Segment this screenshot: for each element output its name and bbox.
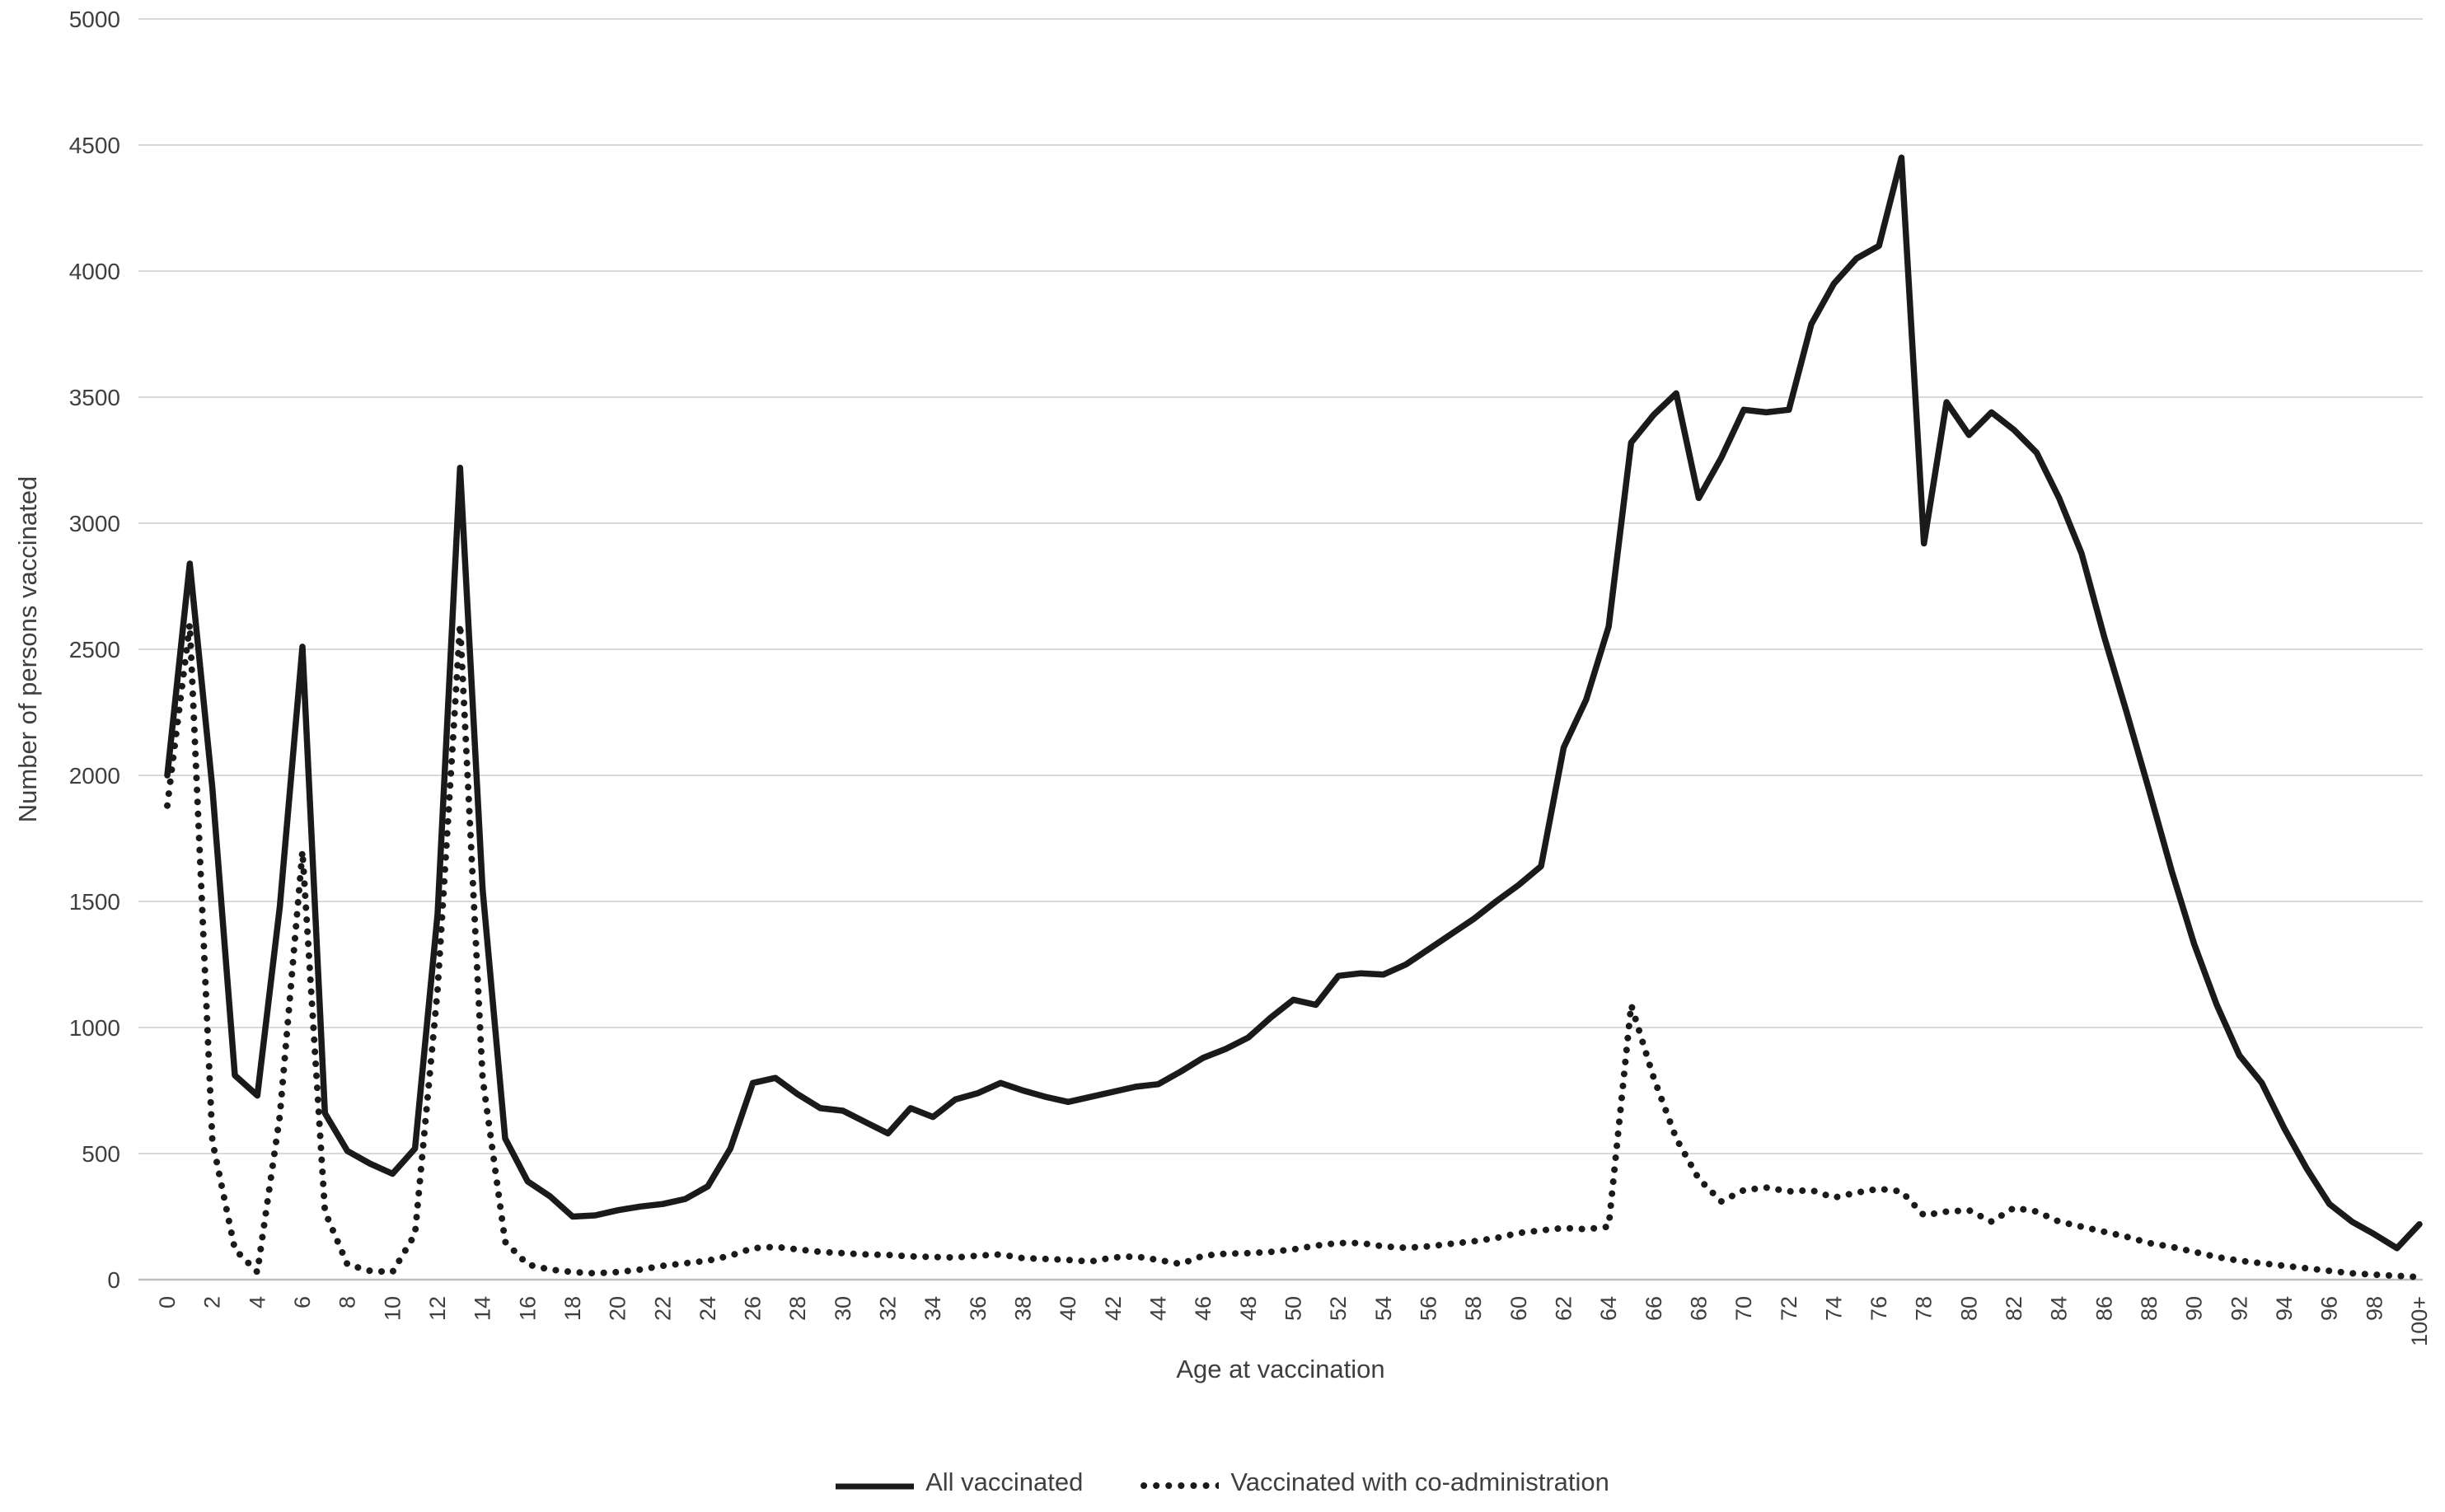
- svg-text:32: 32: [876, 1296, 901, 1321]
- svg-text:72: 72: [1777, 1296, 1801, 1321]
- svg-text:2500: 2500: [69, 637, 120, 662]
- svg-text:36: 36: [966, 1296, 991, 1321]
- svg-text:42: 42: [1101, 1296, 1126, 1321]
- svg-text:18: 18: [560, 1296, 585, 1321]
- x-axis-tick-labels: 0 2 4 6 8 10 12 14 16 18 20 22 24 26 28 30 32 34 36 38 40 42 4…: [155, 1296, 2432, 1346]
- svg-text:76: 76: [1867, 1296, 1891, 1321]
- svg-text:60: 60: [1506, 1296, 1531, 1321]
- dotted-line-swatch-icon: [1141, 1479, 1223, 1489]
- svg-text:3500: 3500: [69, 385, 120, 410]
- svg-text:52: 52: [1326, 1296, 1351, 1321]
- svg-text:86: 86: [2091, 1296, 2116, 1321]
- legend-item-all-vaccinated: All vaccinated: [836, 1468, 1083, 1497]
- svg-text:74: 74: [1821, 1296, 1846, 1321]
- svg-text:3000: 3000: [69, 511, 120, 536]
- svg-text:66: 66: [1642, 1296, 1666, 1321]
- svg-text:98: 98: [2362, 1296, 2386, 1321]
- svg-text:92: 92: [2227, 1296, 2251, 1321]
- svg-text:6: 6: [290, 1296, 315, 1308]
- svg-text:44: 44: [1146, 1296, 1171, 1321]
- svg-text:78: 78: [1912, 1296, 1937, 1321]
- svg-text:24: 24: [696, 1296, 720, 1321]
- svg-text:0: 0: [107, 1267, 120, 1293]
- svg-text:62: 62: [1551, 1296, 1576, 1321]
- svg-text:1500: 1500: [69, 889, 120, 915]
- svg-text:500: 500: [82, 1141, 120, 1167]
- svg-text:4500: 4500: [69, 133, 120, 158]
- svg-text:56: 56: [1416, 1296, 1440, 1321]
- svg-text:58: 58: [1461, 1296, 1486, 1321]
- svg-text:22: 22: [650, 1296, 675, 1321]
- svg-text:5000: 5000: [69, 7, 120, 32]
- svg-text:20: 20: [606, 1296, 630, 1321]
- svg-text:10: 10: [380, 1296, 405, 1321]
- data-series-lines: [164, 154, 2423, 1280]
- svg-text:26: 26: [741, 1296, 766, 1321]
- svg-text:16: 16: [515, 1296, 540, 1321]
- svg-text:54: 54: [1371, 1296, 1396, 1321]
- svg-text:46: 46: [1191, 1296, 1215, 1321]
- svg-text:1000: 1000: [69, 1015, 120, 1041]
- svg-text:64: 64: [1596, 1296, 1621, 1321]
- svg-text:68: 68: [1686, 1296, 1711, 1321]
- svg-text:48: 48: [1236, 1296, 1261, 1321]
- svg-text:94: 94: [2272, 1296, 2297, 1321]
- x-axis-title: Age at vaccination: [1176, 1355, 1384, 1383]
- chart-legend: All vaccinated Vaccinated with co-admini…: [0, 1468, 2445, 1497]
- svg-text:96: 96: [2317, 1296, 2342, 1321]
- svg-text:40: 40: [1056, 1296, 1080, 1321]
- y-axis-tick-labels: 0 500 1000 1500 2000 2500 3000 3500 4000 4500 5000: [69, 7, 120, 1293]
- svg-text:80: 80: [1956, 1296, 1981, 1321]
- svg-text:82: 82: [2002, 1296, 2026, 1321]
- svg-text:38: 38: [1011, 1296, 1036, 1321]
- legend-label: Vaccinated with co-administration: [1230, 1468, 1609, 1496]
- svg-text:8: 8: [335, 1296, 360, 1308]
- svg-text:28: 28: [785, 1296, 810, 1321]
- svg-text:70: 70: [1731, 1296, 1756, 1321]
- svg-text:0: 0: [155, 1296, 180, 1308]
- svg-text:2: 2: [200, 1296, 225, 1308]
- svg-text:50: 50: [1281, 1296, 1306, 1321]
- svg-text:34: 34: [920, 1296, 945, 1321]
- legend-item-co-administration: Vaccinated with co-administration: [1141, 1468, 1609, 1497]
- svg-text:90: 90: [2182, 1296, 2207, 1321]
- legend-label: All vaccinated: [925, 1468, 1084, 1496]
- svg-text:14: 14: [471, 1296, 495, 1321]
- gridlines: [138, 18, 2423, 1281]
- svg-text:2000: 2000: [69, 763, 120, 789]
- svg-text:100+: 100+: [2407, 1296, 2432, 1346]
- svg-text:88: 88: [2137, 1296, 2162, 1321]
- svg-text:4: 4: [245, 1296, 269, 1308]
- svg-text:30: 30: [831, 1296, 855, 1321]
- svg-text:12: 12: [425, 1296, 450, 1321]
- solid-line-swatch-icon: [836, 1479, 915, 1490]
- svg-text:84: 84: [2047, 1296, 2072, 1321]
- svg-text:4000: 4000: [69, 259, 120, 284]
- y-axis-title: Number of persons vaccinated: [13, 476, 42, 822]
